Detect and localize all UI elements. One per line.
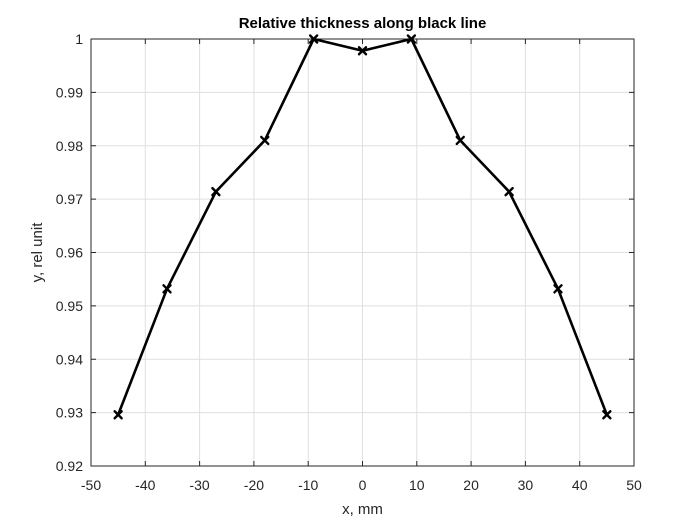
x-tick-label: 20 (463, 477, 479, 493)
data-point-marker (553, 284, 563, 294)
data-point-marker (602, 410, 612, 420)
data-point-marker (406, 34, 417, 44)
data-point-marker (162, 284, 172, 294)
y-tick-label: 0.95 (56, 298, 83, 314)
y-tick-label: 0.93 (56, 405, 83, 421)
y-tick-label: 0.94 (56, 351, 83, 367)
chart-title: Relative thickness along black line (239, 15, 487, 32)
x-tick-label: -30 (189, 477, 209, 493)
y-tick-label: 0.99 (56, 84, 83, 100)
x-axis-label: x, mm (342, 501, 383, 518)
x-tick-label: 50 (626, 477, 642, 493)
y-tick-labels: 0.92 0.93 0.94 0.95 0.96 0.97 0.98 0.99 1 (56, 31, 83, 474)
x-tick-label: 40 (572, 477, 588, 493)
y-tick-label: 0.97 (56, 191, 83, 207)
series (113, 34, 612, 420)
x-tick-label: 0 (359, 477, 367, 493)
data-point-marker (211, 186, 221, 197)
y-tick-label: 0.96 (56, 245, 83, 261)
x-tick-label: 10 (409, 477, 425, 493)
y-tick-label: 0.98 (56, 138, 83, 154)
data-point-marker (455, 135, 465, 146)
data-point-marker (113, 410, 123, 420)
data-point-marker (308, 34, 319, 44)
x-tick-label: -40 (135, 477, 155, 493)
x-tick-label: -10 (298, 477, 318, 493)
x-tick-label: -20 (244, 477, 264, 493)
y-tick-label: 1 (75, 31, 83, 47)
y-tick-label: 0.92 (56, 458, 83, 474)
axes (90, 38, 635, 467)
data-point-marker (504, 186, 514, 197)
data-point-marker (357, 46, 368, 56)
x-tick-label: 30 (518, 477, 534, 493)
y-axis-label: y, rel unit (29, 222, 46, 283)
x-tick-labels: -50 -40 -30 -20 -10 0 10 20 30 40 50 (81, 477, 642, 493)
x-tick-label: -50 (81, 477, 101, 493)
data-point-marker (260, 135, 270, 146)
